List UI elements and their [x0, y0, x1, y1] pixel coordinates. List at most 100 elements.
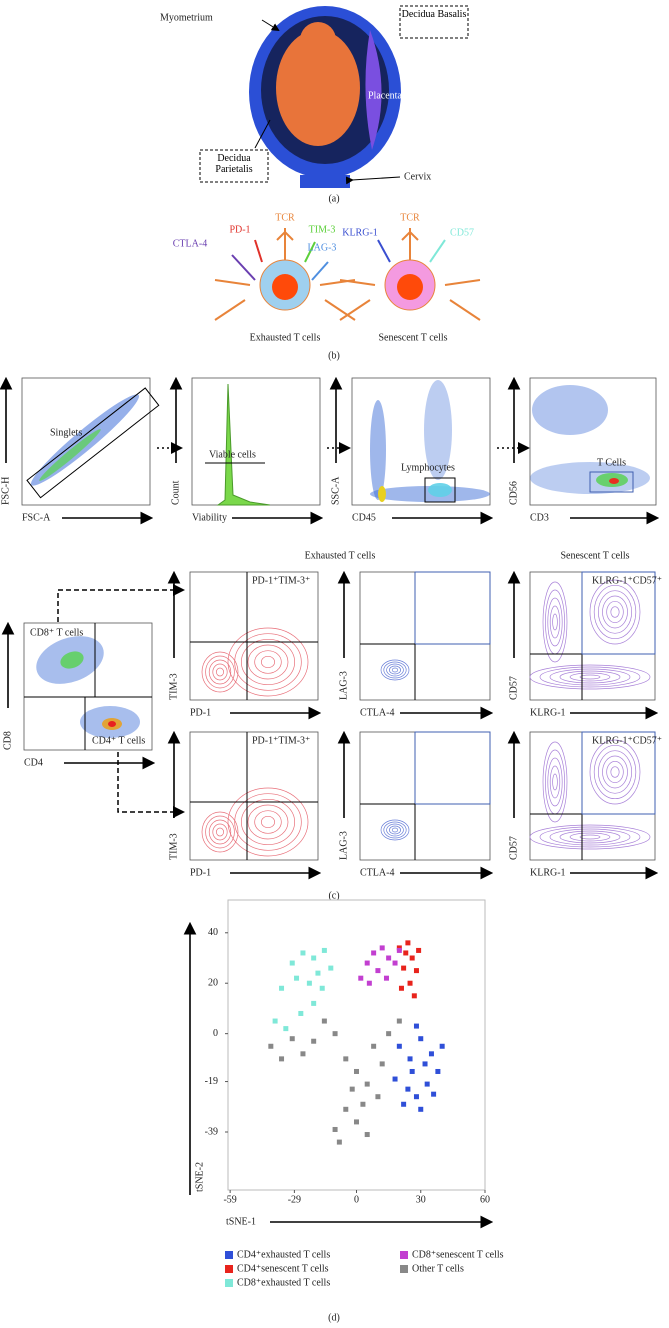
contour — [569, 832, 611, 842]
cell-diagram — [214, 228, 481, 321]
label: Decidua Parietalis — [215, 153, 253, 175]
point — [364, 1132, 370, 1138]
point — [336, 1139, 342, 1145]
point — [272, 1018, 278, 1024]
density — [609, 478, 619, 484]
x-axis-label: CTLA-4 — [360, 707, 394, 718]
point — [379, 1061, 385, 1067]
contour — [589, 579, 641, 645]
y-axis-label: SSC-A — [330, 476, 341, 505]
point — [343, 1056, 349, 1062]
contour — [559, 670, 621, 684]
point — [360, 1101, 366, 1107]
gate — [589, 471, 634, 493]
y-axis-label: LAG-3 — [338, 831, 349, 860]
gate — [581, 731, 656, 815]
point — [392, 960, 398, 966]
contour — [549, 828, 631, 846]
point — [311, 1038, 317, 1044]
contour — [240, 638, 296, 686]
contour — [208, 659, 232, 685]
contour — [593, 744, 637, 800]
point — [386, 1031, 392, 1037]
caption: (c) — [328, 890, 339, 901]
contour — [260, 655, 276, 669]
contour — [542, 741, 568, 823]
gating-arrows — [57, 442, 530, 818]
point — [422, 1061, 428, 1067]
x-axis-label: CTLA-4 — [360, 867, 394, 878]
nucleus — [397, 274, 423, 300]
x-axis-label: PD-1 — [190, 867, 211, 878]
x-tick-label: -59 — [223, 1194, 236, 1205]
point — [398, 985, 404, 991]
density — [428, 483, 452, 497]
point — [319, 985, 325, 991]
contour — [389, 665, 401, 675]
point — [428, 1051, 434, 1057]
contour — [606, 600, 624, 624]
y-axis-label: Count — [170, 480, 181, 505]
point — [364, 1081, 370, 1087]
point — [311, 955, 317, 961]
x-axis-label: KLRG-1 — [530, 867, 566, 878]
contour — [240, 798, 296, 846]
point — [371, 1043, 377, 1049]
contour — [610, 766, 620, 778]
point — [386, 955, 392, 961]
uterus-diagram — [199, 5, 469, 188]
nucleus — [272, 274, 298, 300]
contour — [205, 655, 235, 689]
point — [358, 975, 364, 981]
x-axis-label: CD4 — [24, 757, 43, 768]
contour — [602, 595, 628, 629]
contour — [201, 811, 239, 853]
label: CD57 — [450, 227, 474, 238]
legend-label: CD8⁺senescent T cells — [412, 1249, 504, 1260]
density — [378, 486, 386, 502]
point — [294, 975, 300, 981]
y-tick-label: -39 — [205, 1126, 218, 1137]
gate-label: Lymphocytes — [401, 462, 455, 473]
point — [298, 1010, 304, 1016]
gate-label: PD-1⁺TIM-3⁺ — [252, 575, 310, 586]
caption: (d) — [328, 1312, 340, 1323]
legend-swatch — [225, 1279, 233, 1287]
density — [108, 721, 116, 727]
point — [279, 985, 285, 991]
gate — [424, 477, 456, 503]
contour — [552, 773, 558, 791]
plot-frame — [359, 571, 491, 701]
contour — [529, 664, 651, 690]
point — [439, 1043, 445, 1049]
label: PD-1 — [229, 224, 250, 235]
contour — [383, 661, 407, 679]
density — [424, 380, 452, 480]
y-axis-label: tSNE-2 — [194, 1162, 205, 1192]
contour — [216, 827, 224, 837]
contour — [212, 823, 228, 841]
y-tick-label: -19 — [205, 1076, 218, 1087]
contour — [539, 826, 641, 848]
point — [418, 1036, 424, 1042]
contour — [227, 627, 309, 697]
x-axis-label: CD3 — [530, 512, 549, 523]
label: TIM-3 — [309, 224, 336, 235]
point — [407, 980, 413, 986]
point — [405, 940, 411, 946]
contour — [254, 650, 282, 674]
density — [39, 429, 101, 481]
density — [60, 651, 84, 669]
contour — [547, 597, 563, 647]
point — [311, 1000, 317, 1006]
x-axis-label: Viability — [192, 512, 227, 523]
gate-label: T Cells — [597, 457, 626, 468]
contour — [539, 666, 641, 688]
contour — [391, 667, 399, 673]
legend-label: Other T cells — [412, 1263, 464, 1274]
density — [370, 400, 386, 500]
y-tick-label: 0 — [213, 1028, 218, 1039]
point — [354, 1119, 359, 1125]
y-axis-label: FSC-H — [0, 477, 11, 505]
label: TCR — [400, 212, 420, 223]
